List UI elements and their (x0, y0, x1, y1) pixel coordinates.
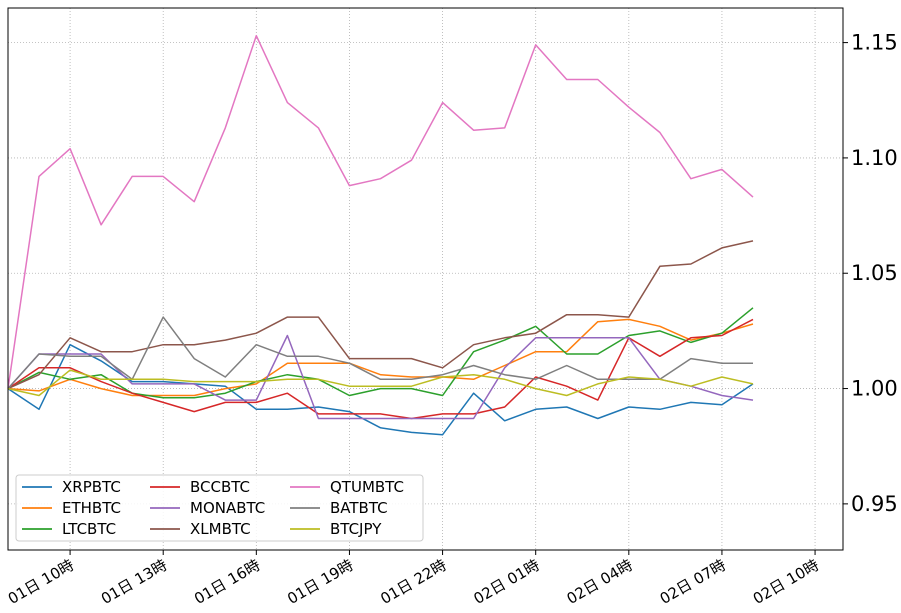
x-tick-label: 01日 22時 (377, 556, 449, 608)
x-tick-label: 01日 13時 (98, 556, 170, 608)
legend: XRPBTC ETHBTC LTCBTC BCCBTC MONABTC XLMBTC QTU… (15, 474, 424, 542)
series-line-xlmbtc (7, 240, 754, 390)
x-tick-label: 02日 01時 (471, 556, 543, 608)
legend-label: MONABTC (190, 499, 265, 517)
series-line-xrpbtc (7, 343, 754, 436)
y-tick-label: 1.10 (851, 146, 898, 170)
legend-label: BTCJPY (330, 520, 382, 538)
y-tick-label: 1.00 (851, 377, 898, 401)
y-tick-label: 0.95 (851, 492, 898, 516)
x-tick-label: 02日 07時 (657, 556, 729, 608)
x-axis-ticks: 01日 10時 01日 13時 01日 16時 01日 19時 01日 22時 02日 0… (5, 550, 822, 608)
legend-label: BATBTC (330, 499, 388, 517)
y-tick-label: 1.15 (851, 31, 898, 55)
legend-label: LTCBTC (62, 520, 116, 538)
y-axis-ticks: 0.95 1.00 1.05 1.10 1.15 (843, 31, 898, 516)
series-line-qtumbtc (7, 34, 754, 389)
legend-label: QTUMBTC (330, 478, 404, 496)
grid-lines (8, 8, 843, 550)
series-line-monabtc (7, 334, 754, 420)
x-tick-label: 01日 10時 (5, 556, 77, 608)
x-tick-label: 02日 10時 (750, 556, 822, 608)
x-tick-label: 01日 19時 (284, 556, 356, 608)
series-lines (7, 34, 754, 436)
series-line-btcjpy (7, 369, 754, 397)
x-tick-label: 01日 16時 (191, 556, 263, 608)
x-tick-label: 02日 04時 (564, 556, 636, 608)
legend-label: BCCBTC (190, 478, 250, 496)
legend-label: ETHBTC (62, 499, 121, 517)
legend-label: XRPBTC (62, 478, 121, 496)
series-line-ethbtc (7, 318, 754, 397)
series-line-ltcbtc (7, 307, 754, 399)
legend-label: XLMBTC (190, 520, 251, 538)
plot-frame (7, 7, 844, 551)
legend-box (15, 474, 424, 542)
y-tick-label: 1.05 (851, 261, 898, 285)
